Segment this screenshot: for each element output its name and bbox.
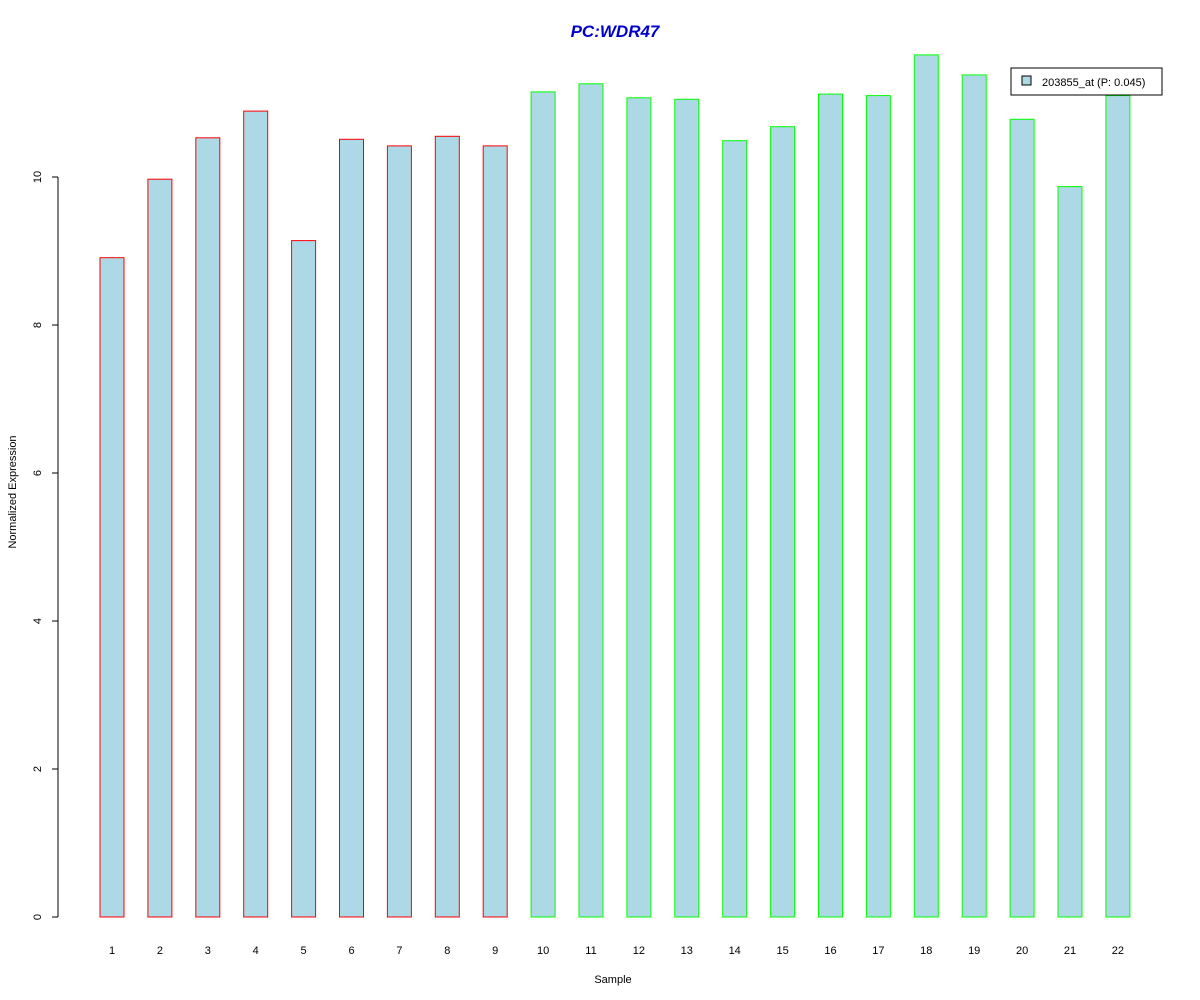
x-tick-label: 11	[585, 945, 596, 957]
x-tick-label: 4	[253, 945, 259, 957]
y-tick-label: 0	[32, 914, 44, 920]
legend-box	[1010, 67, 1163, 96]
x-tick-label: 5	[301, 945, 307, 957]
x-tick-label: 12	[633, 945, 645, 957]
bar-sample-12	[626, 97, 652, 918]
bar-sample-19	[961, 74, 987, 918]
bar-sample-10	[530, 91, 556, 918]
x-tick-label: 20	[1016, 945, 1028, 957]
y-tick-label: 6	[32, 470, 44, 476]
legend: 203855_at (P: 0.045)	[1010, 67, 1163, 96]
x-tick-label: 16	[824, 945, 836, 957]
bar-sample-7	[386, 145, 412, 918]
y-axis-label: Normalized Expression	[7, 435, 19, 548]
bar-sample-16	[818, 93, 843, 918]
y-tick-label: 10	[32, 171, 44, 183]
y-tick-label: 4	[32, 618, 44, 624]
bar-sample-9	[482, 145, 508, 918]
x-tick-label: 1	[109, 945, 115, 957]
bar-sample-5	[291, 240, 317, 918]
x-tick-label: 19	[968, 945, 980, 957]
bar-sample-3	[195, 137, 221, 918]
x-tick-label: 18	[920, 945, 932, 957]
x-tick-label: 8	[444, 945, 450, 957]
x-tick-label: 22	[1112, 945, 1124, 957]
y-tick-label: 8	[32, 322, 44, 328]
bar-sample-17	[865, 95, 891, 918]
bar-sample-13	[674, 98, 700, 918]
legend-label: 203855_at (P: 0.045)	[1042, 77, 1145, 89]
bar-sample-14	[722, 140, 748, 918]
bar-sample-8	[434, 135, 460, 918]
x-tick-label: 9	[492, 945, 498, 957]
bar-sample-1	[99, 257, 125, 918]
bar-sample-6	[339, 138, 364, 918]
x-tick-label: 2	[157, 945, 163, 957]
bar-sample-18	[913, 54, 939, 918]
x-tick-label: 15	[776, 945, 788, 957]
y-tick-label: 2	[32, 766, 44, 772]
x-tick-label: 6	[348, 945, 354, 957]
y-axis: 0 2 4 6 8 10	[32, 171, 59, 920]
x-tick-label: 17	[872, 945, 884, 957]
chart-title: PC:WDR47	[571, 22, 661, 41]
x-tick-label: 7	[396, 945, 402, 957]
bar-sample-21	[1057, 186, 1083, 918]
x-tick-label: 14	[729, 945, 741, 957]
bar-sample-2	[147, 178, 173, 918]
bar-sample-11	[578, 83, 604, 918]
x-tick-label: 3	[205, 945, 211, 957]
x-tick-label: 13	[681, 945, 693, 957]
x-tick-label: 21	[1064, 945, 1076, 957]
bar-sample-15	[770, 126, 796, 918]
x-tick-label: 10	[537, 945, 549, 957]
bar-sample-22	[1105, 95, 1131, 918]
bar-sample-20	[1009, 118, 1035, 918]
x-axis-label: Sample	[594, 974, 631, 986]
x-tick-labels: 1 2 3 4 5 6 7 8 9 10 11 12 13 14 15 16 17 18 19 20 21 22	[109, 945, 1124, 957]
bars-group	[99, 54, 1131, 918]
bar-sample-4	[243, 110, 269, 918]
legend-swatch	[1021, 75, 1032, 86]
